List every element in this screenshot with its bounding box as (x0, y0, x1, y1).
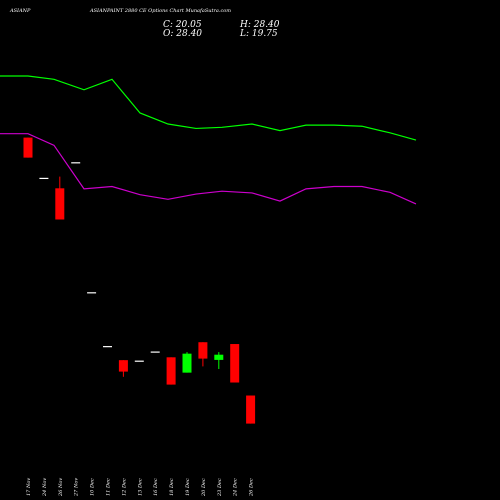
x-tick-label: 16 Dec (153, 478, 159, 496)
x-tick-label: 26 Dec (249, 478, 255, 497)
candle-body (118, 360, 128, 372)
open-value: O: 28.40 (163, 29, 203, 39)
x-tick-label: 12 Dec (121, 478, 127, 496)
x-tick-label: 26 Nov (58, 478, 64, 497)
candle-body (166, 357, 176, 385)
x-tick-label: 11 Dec (106, 478, 112, 496)
candle-body (23, 137, 33, 158)
low-value: L: 19.75 (240, 29, 278, 39)
candle-body (246, 395, 256, 424)
x-tick-label: 24 Dec (233, 478, 239, 497)
chart-title: ASIANPAINT 2880 CE Options Chart MunafaS… (90, 8, 232, 14)
close-value: C: 20.05 (163, 20, 202, 30)
upper-band-line (0, 75, 417, 141)
x-tick-label: 23 Dec (217, 478, 223, 497)
x-tick-label: 10 Dec (90, 478, 96, 496)
candle-body (214, 354, 224, 360)
x-tick-label: 18 Dec (169, 478, 175, 496)
candle-body (182, 353, 192, 373)
high-value: H: 28.40 (240, 20, 280, 30)
candle-body (55, 188, 65, 220)
x-tick-label: 13 Dec (137, 478, 143, 496)
candle-body (198, 342, 208, 359)
x-tick-label: 20 Dec (201, 478, 207, 497)
x-tick-label: 19 Dec (185, 478, 191, 496)
candle-body (230, 344, 240, 383)
x-tick-label: 17 Nov (26, 478, 32, 496)
x-tick-label: 24 Nov (42, 478, 48, 497)
lower-band-line (0, 133, 417, 205)
x-tick-label: 27 Nov (74, 478, 80, 497)
symbol-label: ASIANP (10, 8, 31, 14)
